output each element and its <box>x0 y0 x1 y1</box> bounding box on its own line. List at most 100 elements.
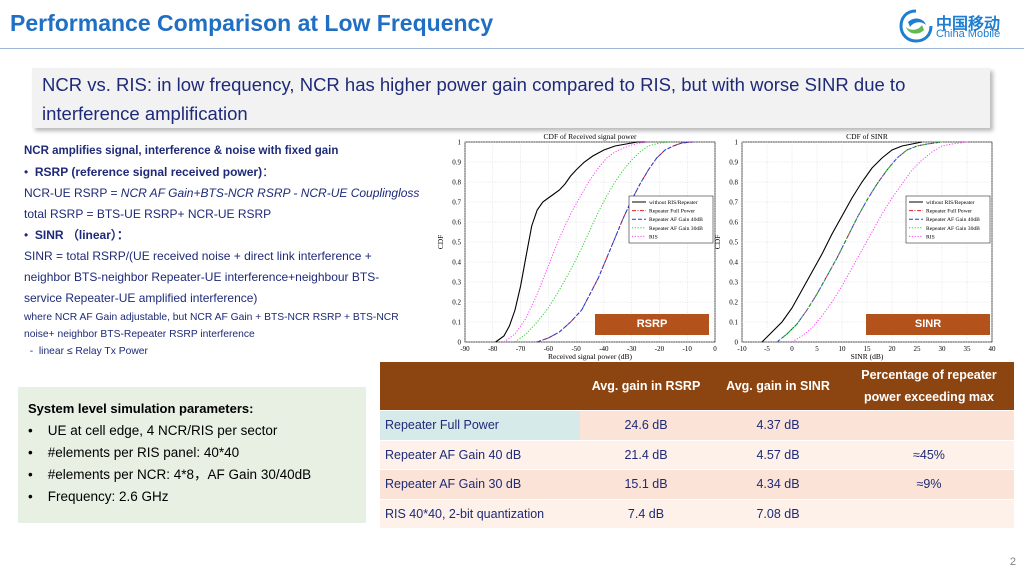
x-tick-label: 10 <box>839 345 847 353</box>
parameter-text: #elements per NCR: 4*8，AF Gain 30/40dB <box>47 467 312 482</box>
y-tick-label: 0.6 <box>452 219 461 227</box>
y-tick-label: 0.4 <box>729 259 738 267</box>
y-tick-label: 0.8 <box>729 179 738 187</box>
series-line <box>761 141 923 343</box>
series-line <box>537 141 693 343</box>
y-tick-label: 0.9 <box>729 159 738 167</box>
explanation-text: NCR amplifies signal, interference & noi… <box>24 141 434 360</box>
y-tick-label: 0.7 <box>452 199 461 207</box>
table-header-cell: Percentage of repeater power exceeding m… <box>844 362 1014 411</box>
x-tick-label: -20 <box>655 345 665 353</box>
table-row: Repeater AF Gain 40 dB 21.4 dB 4.57 dB ≈… <box>380 440 1014 470</box>
logo: 中国移动 China Mobile <box>896 6 1016 46</box>
series-line <box>503 141 649 343</box>
y-tick-label: 0.3 <box>452 279 461 287</box>
y-tick-label: 0.2 <box>452 299 461 307</box>
note-line: - linear ≤ Relay Tx Power <box>24 346 148 357</box>
page-title: Performance Comparison at Low Frequency <box>10 10 494 36</box>
logo-text-en: China Mobile <box>936 28 1001 40</box>
sinr-cdf-chart: -10 -5 0 5 10 15 20 25 30 35 40 0 0.1 0.2 0.3 0.4 0.5 0.6… <box>710 128 1002 363</box>
legend-label: without RIS/Repeater <box>926 200 975 206</box>
chart-title: CDF of Received signal power <box>544 132 637 141</box>
simulation-parameter-item: • UE at cell edge, 4 NCR/RIS per sector <box>28 423 278 438</box>
note-line: noise+ neighbor BTS-Repeater RSRP interf… <box>24 329 255 340</box>
rsrp-cdf-svg: -90 -80 -70 -60 -50 -40 -30 -20 -10 0 0 0.1 0.2 0.3 0.… <box>436 132 717 361</box>
simulation-parameters-title: System level simulation parameters: <box>28 401 254 416</box>
x-tick-label: -10 <box>683 345 693 353</box>
x-tick-label: -70 <box>516 345 526 353</box>
x-axis-label: SINR (dB) <box>851 352 884 361</box>
title-divider <box>0 48 1024 49</box>
y-tick-label: 0.5 <box>729 239 738 247</box>
x-tick-label: 25 <box>914 345 922 353</box>
legend-label: Repeater AF Gain 40dB <box>649 217 703 223</box>
sinr-gain-cell: 4.37 dB <box>712 410 844 441</box>
x-tick-label: 35 <box>964 345 972 353</box>
row-label: RIS 40*40, 2-bit quantization <box>380 499 580 529</box>
legend-label: Repeater AF Gain 30dB <box>649 226 703 232</box>
x-tick-label: 0 <box>713 345 717 353</box>
legend-label: RIS <box>926 234 935 240</box>
parameter-text: Frequency: 2.6 GHz <box>47 489 169 504</box>
legend-label: without RIS/Repeater <box>649 200 698 206</box>
x-tick-label: -10 <box>737 345 747 353</box>
y-tick-label: 1 <box>458 139 462 147</box>
legend-box <box>905 195 991 244</box>
table-row: Repeater AF Gain 30 dB 15.1 dB 4.34 dB ≈… <box>380 469 1014 500</box>
y-tick-label: 0 <box>735 339 739 347</box>
rsrp-bullet-label: RSRP (reference signal received power) <box>34 165 263 179</box>
y-axis-label: CDF <box>713 235 722 250</box>
sinr-gain-cell: 7.08 dB <box>712 499 844 529</box>
series-line <box>514 141 671 343</box>
table-header-row: Avg. gain in RSRP Avg. gain in SINR Perc… <box>380 362 1014 411</box>
x-tick-label: -5 <box>764 345 770 353</box>
sinr-formula-line: service Repeater-UE amplified interferen… <box>24 291 258 305</box>
simulation-parameter-item: • #elements per RIS panel: 40*40 <box>28 445 240 460</box>
rsrp-ncr-expression: NCR AF Gain+BTS-NCR RSRP - NCR-UE Coupli… <box>120 186 420 200</box>
table-row: RIS 40*40, 2-bit quantization 7.4 dB 7.0… <box>380 499 1014 529</box>
row-label: Repeater Full Power <box>380 410 580 441</box>
y-axis-label: CDF <box>436 235 445 250</box>
note-line: where NCR AF Gain adjustable, but NCR AF… <box>24 312 399 323</box>
rsrp-cdf-chart: -90 -80 -70 -60 -50 -40 -30 -20 -10 0 0 0.1 0.2 0.3 0.… <box>433 128 725 363</box>
simulation-parameter-item: • Frequency: 2.6 GHz <box>28 489 169 504</box>
series-line <box>776 141 943 343</box>
legend-label: RIS <box>649 234 658 240</box>
rsrp-bullet-colon: ： <box>262 165 275 179</box>
legend-label: Repeater Full Power <box>926 209 972 215</box>
sinr-chart-tag: SINR <box>866 314 990 335</box>
row-label: Repeater AF Gain 30 dB <box>380 469 580 500</box>
y-tick-label: 0.1 <box>729 319 738 327</box>
y-tick-label: 0.9 <box>452 159 461 167</box>
sinr-bullet: • SINR （linear）： <box>24 228 129 242</box>
rsrp-bullet: • RSRP (reference signal received power)… <box>24 165 275 179</box>
series-line <box>776 141 943 343</box>
sinr-formula-line: neighbor BTS-neighbor Repeater-UE interf… <box>24 270 380 284</box>
china-mobile-logo-icon <box>899 9 933 43</box>
rsrp-total-formula: total RSRP = BTS-UE RSRP+ NCR-UE RSRP <box>24 207 272 221</box>
sinr-gain-cell: 4.57 dB <box>712 440 844 470</box>
parameter-text: #elements per RIS panel: 40*40 <box>47 445 240 460</box>
x-tick-label: 5 <box>815 345 819 353</box>
rsrp-ncr-lead: NCR-UE RSRP = <box>24 186 121 200</box>
rsrp-gain-cell: 7.4 dB <box>580 499 712 529</box>
row-label: Repeater AF Gain 40 dB <box>380 440 580 470</box>
page-number: 2 <box>1009 556 1016 568</box>
power-exceed-cell <box>844 410 1014 441</box>
x-tick-label: -40 <box>599 345 609 353</box>
x-tick-label: 40 <box>989 345 997 353</box>
sinr-bullet-label: SINR （linear）： <box>34 228 129 242</box>
series-line <box>791 141 968 343</box>
explanation-heading: NCR amplifies signal, interference & noi… <box>24 145 339 157</box>
rsrp-gain-cell: 15.1 dB <box>580 469 712 500</box>
x-tick-label: 0 <box>790 345 794 353</box>
x-tick-label: -50 <box>571 345 581 353</box>
chart-title: CDF of SINR <box>846 132 888 141</box>
x-tick-label: 30 <box>939 345 947 353</box>
y-tick-label: 0.7 <box>729 199 738 207</box>
y-tick-label: 0.1 <box>452 319 461 327</box>
y-tick-label: 1 <box>735 139 739 147</box>
rsrp-ncr-formula: NCR-UE RSRP = NCR AF Gain+BTS-NCR RSRP -… <box>24 183 434 204</box>
table-row: Repeater Full Power 24.6 dB 4.37 dB <box>380 410 1014 441</box>
table-header-cell <box>380 362 580 411</box>
